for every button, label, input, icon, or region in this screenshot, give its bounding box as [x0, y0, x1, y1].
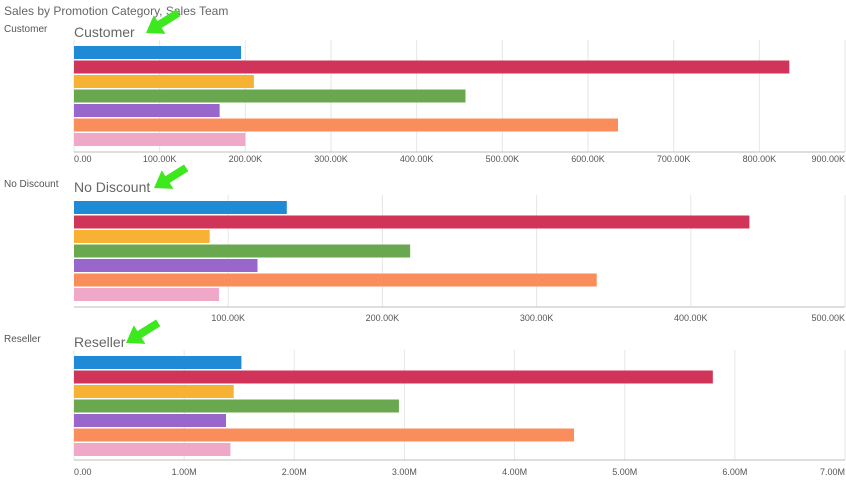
bar[interactable]	[74, 46, 242, 59]
bar[interactable]	[74, 356, 242, 369]
bar[interactable]	[74, 75, 254, 88]
panel-title: Customer	[74, 24, 135, 40]
x-tick-label: 1.00M	[172, 467, 197, 477]
x-tick-label: 800.00K	[743, 154, 777, 164]
bar[interactable]	[74, 288, 219, 301]
bar[interactable]	[74, 443, 231, 456]
bar[interactable]	[74, 385, 234, 398]
x-tick-label: 0.00	[74, 154, 92, 164]
panel-side-label: Customer	[4, 24, 48, 35]
x-tick-label: 7.00M	[820, 467, 845, 477]
x-tick-label: 400.00K	[400, 154, 434, 164]
arrow-icon	[154, 164, 189, 189]
arrow-icon	[146, 9, 181, 34]
x-tick-label: 700.00K	[657, 154, 691, 164]
bar[interactable]	[74, 259, 258, 272]
x-tick-label: 300.00K	[520, 313, 554, 323]
bar[interactable]	[74, 370, 713, 384]
x-tick-label: 100.00K	[143, 154, 177, 164]
bar[interactable]	[74, 60, 790, 74]
bar[interactable]	[74, 201, 287, 214]
x-tick-label: 3.00M	[392, 467, 417, 477]
bar[interactable]	[74, 428, 575, 442]
x-tick-label: 400.00K	[674, 313, 708, 323]
bar[interactable]	[74, 215, 750, 229]
bar[interactable]	[74, 133, 246, 146]
panel-side-label: Reseller	[4, 334, 41, 345]
x-tick-label: 6.00M	[722, 467, 747, 477]
bar[interactable]	[74, 230, 210, 243]
panel-title: Reseller	[74, 334, 126, 350]
x-tick-label: 500.00K	[811, 313, 845, 323]
x-tick-label: 4.00M	[502, 467, 527, 477]
x-tick-label: 100.00K	[211, 313, 245, 323]
bar[interactable]	[74, 273, 597, 287]
bar[interactable]	[74, 244, 411, 258]
x-tick-label: 900.00K	[811, 154, 845, 164]
arrow-annotation	[154, 164, 189, 189]
x-tick-label: 300.00K	[314, 154, 348, 164]
bar[interactable]	[74, 89, 466, 103]
arrow-annotation	[146, 9, 181, 34]
x-tick-label: 5.00M	[612, 467, 637, 477]
arrow-annotation	[126, 319, 161, 344]
x-tick-label: 600.00K	[571, 154, 605, 164]
bar[interactable]	[74, 118, 618, 132]
x-tick-label: 0.00	[74, 467, 92, 477]
x-tick-label: 500.00K	[486, 154, 520, 164]
bar[interactable]	[74, 104, 220, 117]
bar[interactable]	[74, 414, 226, 427]
x-tick-label: 2.00M	[282, 467, 307, 477]
x-tick-label: 200.00K	[366, 313, 400, 323]
panel-side-label: No Discount	[4, 179, 59, 190]
x-tick-label: 200.00K	[229, 154, 263, 164]
panel-title: No Discount	[74, 179, 150, 195]
arrow-icon	[126, 319, 161, 344]
bar[interactable]	[74, 399, 399, 413]
